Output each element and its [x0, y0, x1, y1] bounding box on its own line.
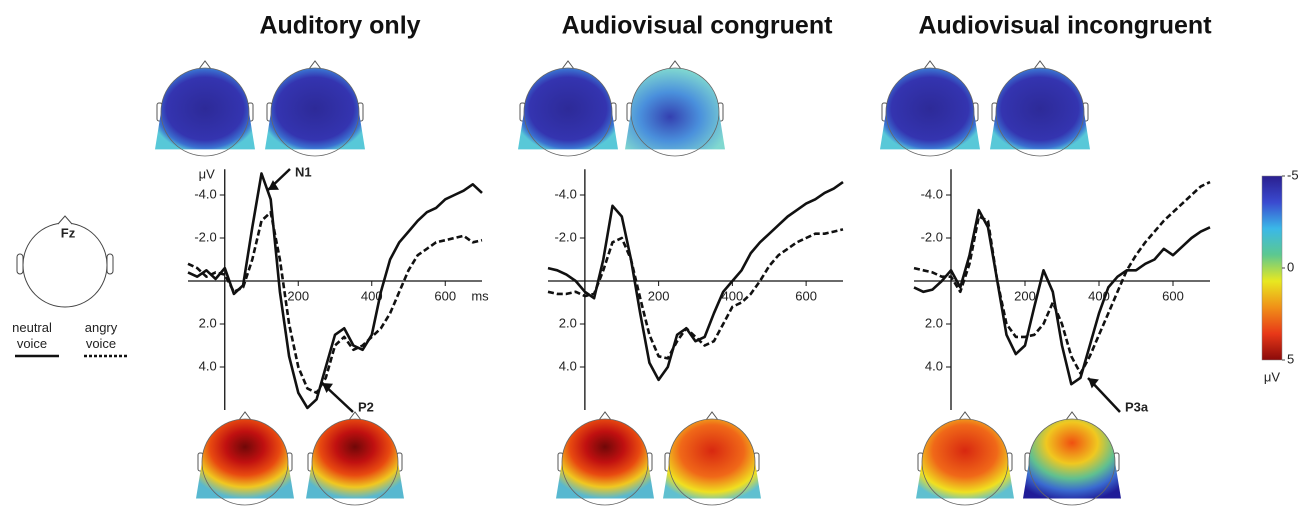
- annotation-arrowhead: [1088, 378, 1099, 389]
- scalp-map: [990, 68, 1090, 150]
- nose: [198, 60, 212, 70]
- scalp-map: [196, 419, 294, 499]
- topomap: [1023, 411, 1121, 506]
- scalp-map: [265, 68, 365, 150]
- legend-label: neutral voice: [12, 320, 52, 351]
- x-tick-label: 200: [648, 288, 670, 303]
- scalp-map: [625, 68, 725, 150]
- scalp-outline: [668, 418, 756, 506]
- scalp-map: [663, 419, 761, 499]
- nose: [561, 60, 575, 70]
- topomap: [306, 411, 404, 506]
- nose: [923, 60, 937, 70]
- nose: [308, 60, 322, 70]
- y-tick-label: -2.0: [554, 229, 576, 244]
- y-tick-label: 2.0: [199, 315, 217, 330]
- topomap: [518, 60, 618, 157]
- y-tick-label: -4.0: [554, 186, 576, 201]
- y-axis-label: μV: [199, 167, 215, 182]
- annotation: P2: [358, 399, 374, 414]
- nose: [348, 411, 362, 421]
- x-tick-label: 600: [795, 288, 817, 303]
- y-tick-label: 2.0: [559, 315, 577, 330]
- chart-title: Auditory only: [259, 12, 420, 40]
- scalp-map: [556, 419, 654, 499]
- erp-line: [913, 208, 1211, 386]
- colorbar-tick-label: 5: [1287, 351, 1294, 366]
- nose: [238, 411, 252, 421]
- topomap: [155, 60, 255, 157]
- nose: [705, 411, 719, 421]
- scalp-outline: [270, 67, 360, 157]
- nose: [1065, 411, 1079, 421]
- erp-line: [913, 180, 1211, 375]
- nose: [958, 411, 972, 421]
- topomap: [625, 60, 725, 157]
- scalp-map: [1023, 419, 1121, 499]
- x-tick-label: 600: [1162, 288, 1184, 303]
- annotation-arrowhead: [268, 180, 279, 190]
- scalp-outline: [885, 67, 975, 157]
- x-tick-label: 400: [361, 288, 383, 303]
- topomap: [663, 411, 761, 506]
- nose: [598, 411, 612, 421]
- colorbar: [1261, 175, 1283, 361]
- scalp-outline: [1028, 418, 1116, 506]
- topomap: [265, 60, 365, 157]
- annotation-arrowhead: [322, 383, 333, 394]
- y-tick-label: 2.0: [925, 315, 943, 330]
- nose: [668, 60, 682, 70]
- scalp-outline: [311, 418, 399, 506]
- x-tick-label: 200: [287, 288, 309, 303]
- nose: [1033, 60, 1047, 70]
- x-tick-label: 400: [722, 288, 744, 303]
- electrode-label: Fz: [61, 225, 76, 240]
- y-tick-label: 4.0: [199, 358, 217, 373]
- scalp-map: [916, 419, 1014, 499]
- y-tick-label: -2.0: [194, 229, 216, 244]
- topomap: [556, 411, 654, 506]
- y-tick-label: -4.0: [194, 186, 216, 201]
- x-tick-label: 200: [1014, 288, 1036, 303]
- scalp-outline: [921, 418, 1009, 506]
- topomap: [880, 60, 980, 157]
- scalp-outline: [160, 67, 250, 157]
- scalp-map: [306, 419, 404, 499]
- erp-line: [547, 228, 844, 360]
- scalp-outline: [561, 418, 649, 506]
- colorbar-tick-label: -5: [1287, 167, 1299, 182]
- scalp-outline: [995, 67, 1085, 157]
- y-tick-label: 4.0: [559, 358, 577, 373]
- erp-line: [187, 210, 483, 395]
- scalp-map: [155, 68, 255, 150]
- x-tick-label: 600: [434, 288, 456, 303]
- y-tick-label: -4.0: [921, 186, 943, 201]
- electrode-head: [16, 215, 114, 308]
- colorbar-label: μV: [1264, 369, 1280, 384]
- x-axis-label: ms: [471, 288, 489, 303]
- scalp-outline: [201, 418, 289, 506]
- legend-label: angry voice: [84, 320, 118, 351]
- y-tick-label: -2.0: [921, 229, 943, 244]
- topomap: [990, 60, 1090, 157]
- topomap: [916, 411, 1014, 506]
- annotation: N1: [295, 164, 312, 179]
- scalp-outline: [630, 67, 720, 157]
- scalp-map: [518, 68, 618, 150]
- chart-title: Audiovisual congruent: [562, 12, 834, 40]
- scalp-outline: [523, 67, 613, 157]
- y-tick-label: 4.0: [925, 358, 943, 373]
- topomap: [196, 411, 294, 506]
- annotation: P3a: [1125, 399, 1149, 414]
- colorbar-tick-label: 0: [1287, 259, 1294, 274]
- scalp-map: [880, 68, 980, 150]
- chart-title: Audiovisual incongruent: [918, 12, 1212, 40]
